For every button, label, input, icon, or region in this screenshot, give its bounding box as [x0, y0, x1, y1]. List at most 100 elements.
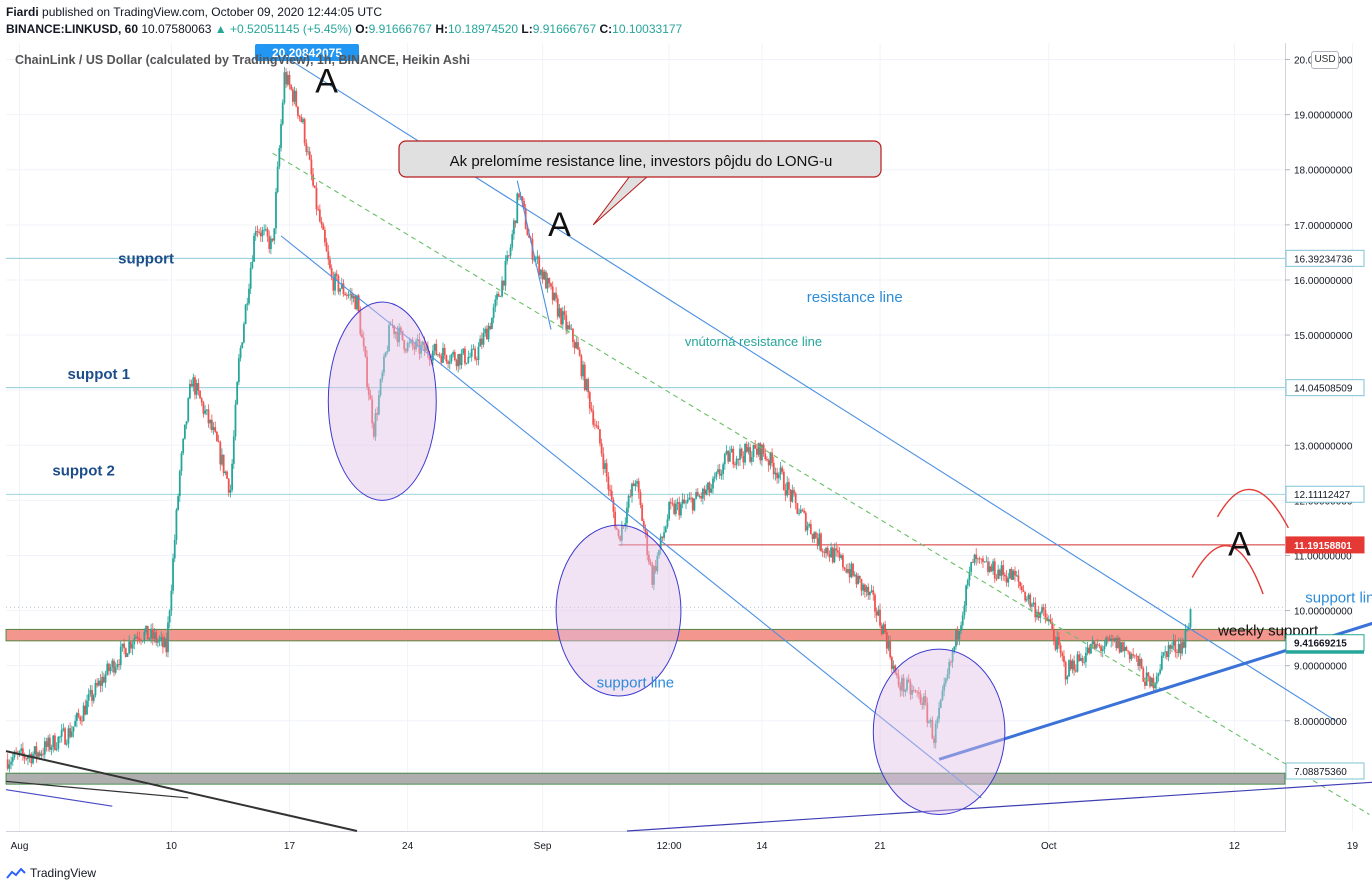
- candle-body: [707, 482, 709, 490]
- annotation-text: A: [315, 63, 338, 101]
- candle-body: [1024, 591, 1027, 601]
- candle-body: [1169, 645, 1172, 649]
- candle-body: [275, 192, 277, 229]
- candle-body: [826, 547, 829, 555]
- candle-body: [688, 497, 691, 500]
- annotation-text: support line: [1305, 589, 1372, 606]
- candle-body: [458, 354, 461, 366]
- candle-body: [254, 231, 257, 236]
- candle-body: [880, 625, 883, 634]
- candle-body: [550, 283, 552, 287]
- candle-body: [140, 639, 142, 642]
- candle-body: [850, 563, 853, 578]
- chart-pane[interactable]: [6, 43, 1286, 832]
- candle-body: [776, 472, 779, 479]
- candle-body: [1079, 657, 1082, 661]
- candle-body: [701, 488, 704, 499]
- candle-body: [651, 564, 654, 585]
- candle-body: [442, 347, 444, 363]
- candle-body: [1049, 619, 1052, 623]
- candle-body: [416, 339, 419, 342]
- candle-body: [379, 379, 382, 396]
- candle-body: [43, 741, 46, 755]
- ohlc-close-key: C:: [599, 22, 613, 36]
- candle-body: [501, 280, 503, 297]
- candle-body: [600, 443, 603, 454]
- candle-body: [931, 720, 934, 739]
- candle-body: [732, 448, 735, 465]
- candle-body: [118, 664, 120, 666]
- candle-body: [243, 324, 245, 343]
- candle-body: [408, 342, 411, 344]
- candle-body: [384, 352, 387, 357]
- candle-body: [318, 209, 321, 222]
- candle-body: [1047, 619, 1050, 622]
- candle-body: [948, 661, 951, 675]
- x-tick-label: Aug: [11, 841, 29, 852]
- candle-body: [165, 638, 168, 653]
- candle-body: [582, 364, 584, 377]
- candle-body: [939, 699, 942, 708]
- candle-body: [583, 364, 586, 390]
- candle-body: [985, 561, 988, 563]
- candle-body: [342, 283, 345, 294]
- candle-body: [975, 554, 978, 560]
- candle-body: [933, 738, 935, 743]
- candle-body: [1167, 645, 1170, 658]
- candle-body: [749, 447, 752, 462]
- peak-price-marker: [255, 44, 359, 61]
- candle-body: [224, 471, 227, 474]
- candle-body: [570, 328, 573, 330]
- candle-body: [322, 224, 325, 230]
- candle-body: [1184, 629, 1187, 648]
- candle-body: [585, 379, 588, 390]
- candle-body: [870, 590, 873, 592]
- candle-body: [1004, 574, 1006, 577]
- candle-body: [906, 679, 908, 690]
- candle-body: [1091, 641, 1094, 645]
- ohlc-open-key: O:: [355, 22, 369, 36]
- candle-body: [615, 527, 618, 530]
- x-tick-label: 19: [1347, 841, 1359, 852]
- candle-body: [541, 269, 544, 280]
- candle-body: [450, 354, 453, 362]
- candle-body: [518, 193, 520, 198]
- currency-button[interactable]: USD: [1311, 51, 1339, 69]
- candle-body: [212, 427, 215, 430]
- candle-body: [605, 463, 608, 477]
- candle-body: [637, 481, 640, 493]
- candle-body: [1020, 586, 1023, 591]
- candle-body: [843, 567, 846, 570]
- footer-text: TradingView: [30, 866, 97, 880]
- candle-body: [291, 89, 294, 102]
- candle-body: [772, 462, 775, 475]
- candle-body: [847, 569, 849, 573]
- candle-body: [1081, 657, 1084, 663]
- candle-body: [227, 478, 230, 493]
- candle-body: [1007, 578, 1010, 583]
- candle-body: [99, 680, 102, 686]
- publish-info: Fiardi published on TradingView.com, Oct…: [6, 5, 382, 19]
- auxiliary-line: [626, 781, 1372, 832]
- candle-body: [494, 299, 497, 308]
- y-tick-label: 18.00000000: [1294, 166, 1353, 177]
- candle-body: [349, 293, 352, 295]
- candle-body: [1177, 643, 1180, 653]
- candle-body: [123, 643, 126, 649]
- ohlc-group: O:9.91666767 H:10.18974520 L:9.91666767 …: [355, 22, 682, 36]
- candles: [6, 67, 1192, 773]
- auxiliary-line: [5, 780, 189, 799]
- candle-body: [106, 663, 109, 675]
- candle-body: [361, 334, 363, 338]
- candle-body: [1150, 677, 1153, 687]
- candle-body: [919, 693, 922, 703]
- candle-body: [310, 159, 313, 175]
- candle-body: [727, 450, 730, 462]
- candle-body: [23, 754, 26, 759]
- axis-price-label: 9.41669215: [1294, 639, 1347, 650]
- candle-body: [72, 726, 75, 732]
- candle-body: [324, 229, 326, 243]
- candle-body: [1182, 641, 1185, 648]
- candle-body: [209, 419, 212, 424]
